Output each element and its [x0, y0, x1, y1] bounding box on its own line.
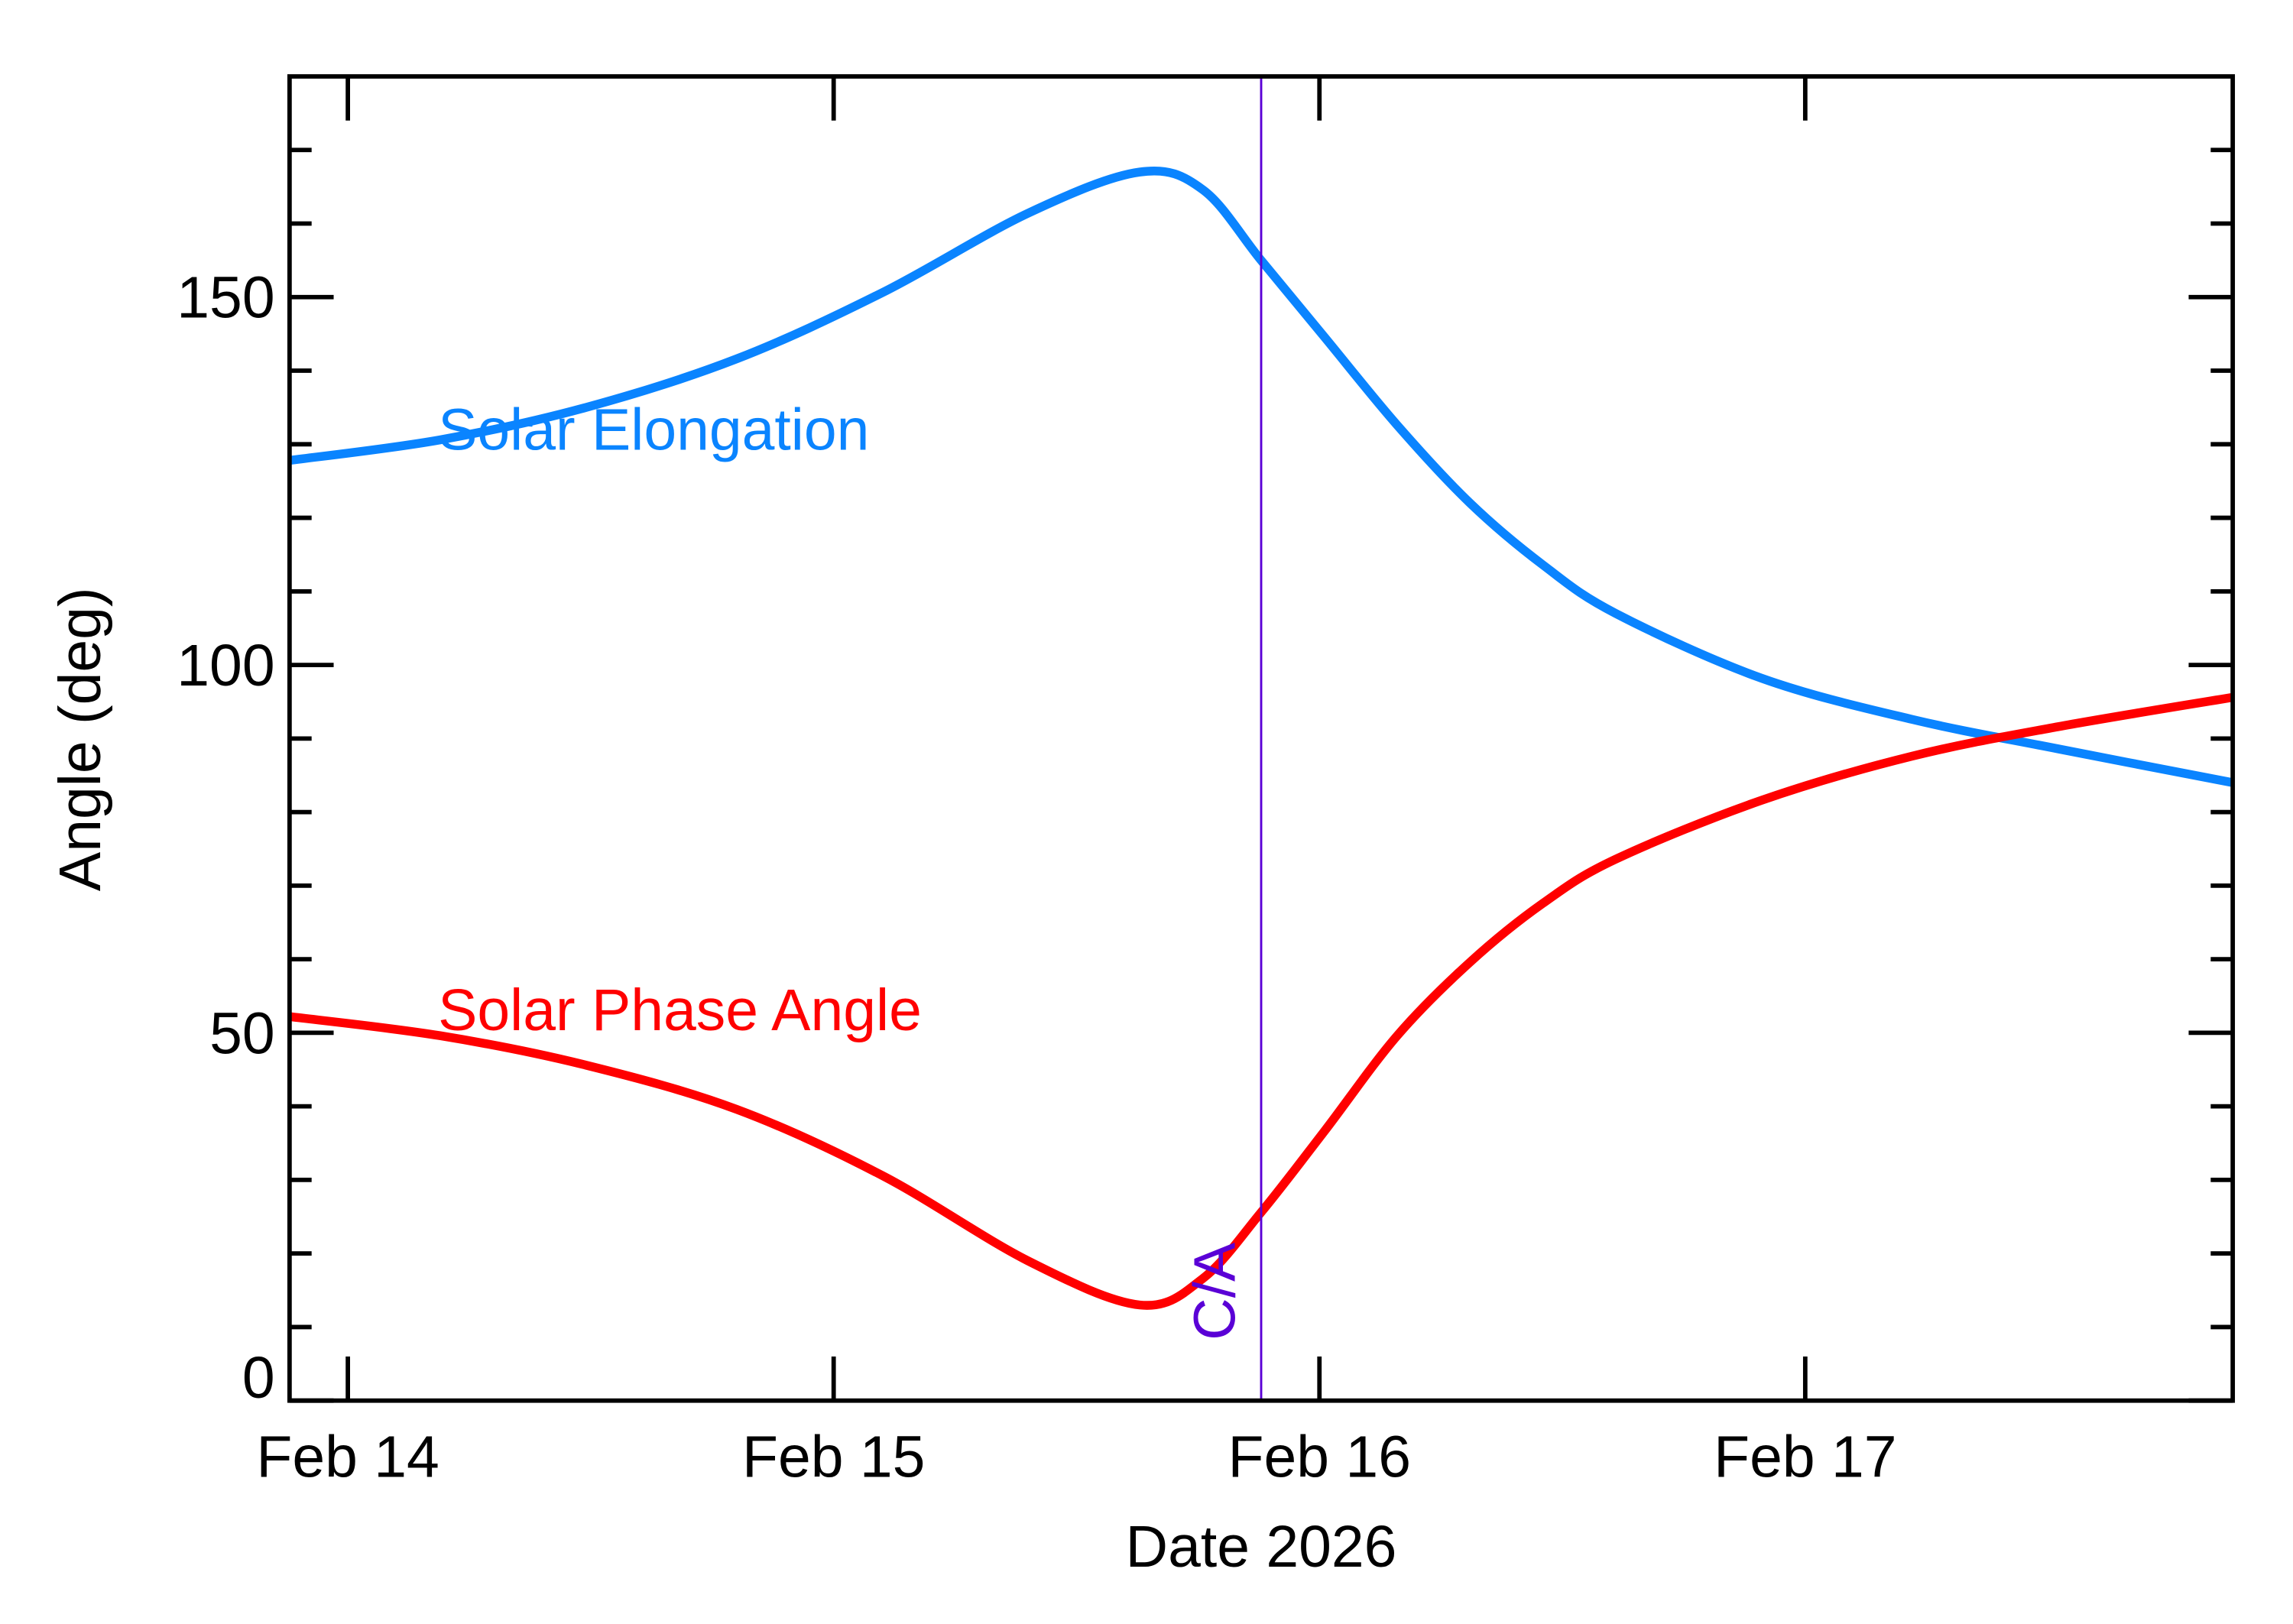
series-line — [289, 166, 2234, 787]
y-tick-label: 0 — [242, 1345, 275, 1411]
x-tick-label: Feb 14 — [256, 1425, 439, 1490]
series-line — [289, 692, 2234, 1310]
y-tick-label: 150 — [177, 265, 274, 331]
x-tick-label: Feb 17 — [1714, 1425, 1896, 1490]
y-tick-label: 100 — [177, 633, 274, 699]
y-axis-label: Angle (deg) — [47, 588, 113, 892]
plot-frame — [287, 74, 2236, 1403]
series-label: Solar Phase Angle — [438, 977, 922, 1043]
x-axis-label: Date 2026 — [1126, 1514, 1397, 1580]
series-label: Solar Elongation — [438, 397, 869, 462]
x-tick-label: Feb 15 — [742, 1425, 925, 1490]
x-tick-label: Feb 16 — [1228, 1425, 1411, 1490]
closest-approach-label: C/A — [1182, 1242, 1247, 1340]
y-tick-label: 50 — [209, 1000, 275, 1066]
